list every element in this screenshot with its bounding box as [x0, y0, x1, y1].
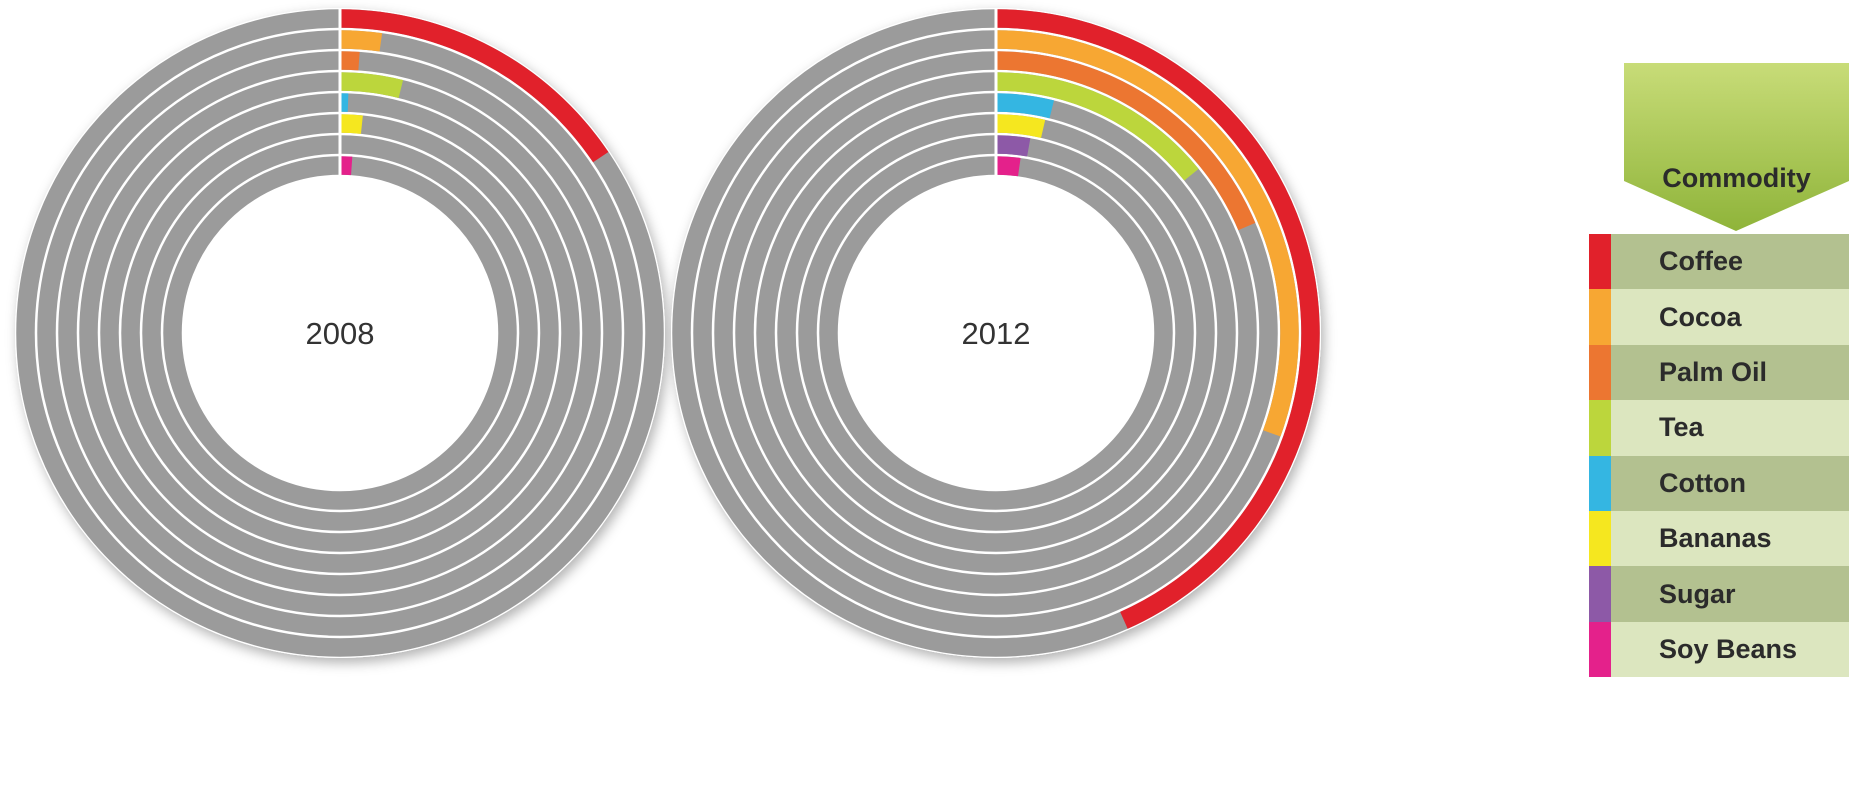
legend-label: Sugar: [1659, 578, 1736, 609]
legend-swatch: [1589, 289, 1611, 345]
legend-item-cotton: Cotton: [1589, 455, 1849, 511]
legend-item-bananas: Bananas: [1589, 511, 1849, 567]
bar-palm-oil: [340, 51, 360, 71]
legend-swatch: [1589, 344, 1611, 401]
bar-cotton: [340, 93, 349, 112]
legend-item-coffee: Coffee: [1589, 234, 1849, 290]
bar-coffee: [340, 9, 609, 163]
legend-title: Commodity: [1662, 163, 1811, 193]
legend: Commodity Coffee Cocoa Palm Oil Tea Cotton Ba…: [1589, 63, 1849, 730]
legend-label: Palm Oil: [1659, 356, 1768, 387]
legend-item-sugar: Sugar: [1589, 566, 1849, 622]
legend-item-cocoa: Cocoa: [1589, 289, 1849, 345]
legend-label: Cocoa: [1659, 301, 1742, 332]
radial-charts: 2008 2012: [15, 8, 1321, 658]
bar-cocoa: [340, 30, 383, 52]
radial-chart-2008: 2008: [15, 8, 665, 658]
bar-tea: [996, 72, 1199, 181]
legend-swatch: [1589, 621, 1611, 678]
legend-item-soy-beans: Soy Beans: [1589, 621, 1849, 678]
legend-header-badge: [1624, 63, 1849, 231]
radial-chart-2012: 2012: [671, 8, 1321, 658]
legend-swatch: [1589, 400, 1611, 456]
legend-item-palm-oil: Palm Oil: [1589, 344, 1849, 401]
center-year-label: 2008: [306, 316, 375, 351]
legend-swatch: [1589, 455, 1611, 511]
legend-label: Coffee: [1659, 246, 1744, 277]
legend-swatch: [1589, 511, 1611, 567]
legend-swatch: [1589, 234, 1611, 290]
legend-swatch: [1589, 566, 1611, 622]
bar-bananas: [340, 114, 363, 134]
bar-soy-beans: [340, 156, 353, 176]
legend-item-tea: Tea: [1589, 400, 1849, 456]
legend-label: Cotton: [1659, 467, 1746, 498]
bar-bananas: [996, 114, 1046, 138]
bar-cotton: [996, 93, 1055, 119]
center-year-label: 2012: [962, 316, 1031, 351]
bar-tea: [340, 72, 404, 98]
legend-label: Bananas: [1659, 523, 1772, 554]
legend-label: Tea: [1659, 412, 1704, 443]
legend-label: Soy Beans: [1659, 633, 1798, 664]
bar-palm-oil: [996, 51, 1256, 231]
bar-sugar: [996, 135, 1031, 157]
bar-soy-beans: [996, 156, 1021, 177]
